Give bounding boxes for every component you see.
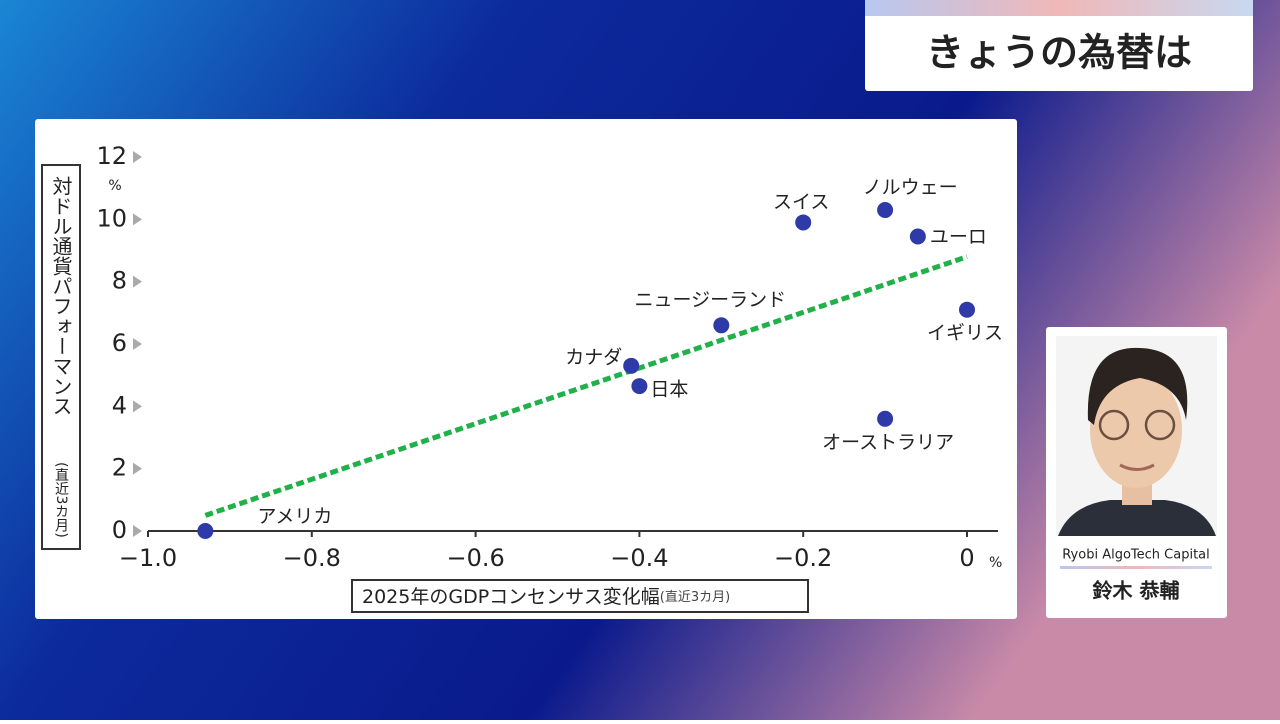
point-label: ノルウェー — [863, 176, 958, 198]
y-tick-mark — [133, 151, 142, 163]
trend-line — [204, 254, 968, 518]
point-label: アメリカ — [257, 506, 332, 528]
x-tick-label: −0.6 — [446, 544, 504, 572]
y-tick-mark — [133, 213, 142, 226]
point — [197, 523, 214, 539]
point — [795, 214, 812, 231]
x-axis-title-main: 2025年のGDPコンセンサス変化幅 — [362, 586, 660, 608]
point — [877, 410, 894, 427]
x-axis-note: (直近3カ月) — [660, 590, 730, 605]
point-label: スイス — [773, 191, 829, 213]
point — [909, 228, 926, 245]
point — [877, 201, 894, 218]
point — [631, 378, 648, 395]
y-unit: % — [108, 178, 121, 194]
guest-name: 鈴木 恭輔 — [1093, 579, 1180, 603]
x-tick-label: −0.8 — [283, 544, 341, 572]
x-label-box — [351, 579, 809, 613]
point-label: 日本 — [650, 379, 688, 401]
point-label: カナダ — [565, 346, 622, 368]
x-tick-label: −0.2 — [774, 544, 832, 572]
y-tick-label: 10 — [96, 204, 127, 232]
header-title: きょうの為替は — [926, 31, 1192, 75]
point-label: イギリス — [927, 322, 1003, 344]
y-tick-label: 0 — [112, 516, 127, 544]
y-tick-mark — [133, 400, 142, 413]
y-tick-label: 4 — [112, 391, 127, 419]
header-box — [865, 0, 1253, 91]
point — [623, 357, 640, 374]
y-tick-mark — [133, 462, 142, 475]
point-label: オーストラリア — [822, 431, 954, 453]
point-label: ユーロ — [930, 226, 987, 248]
y-tick-label: 2 — [112, 454, 127, 482]
y-tick-mark — [133, 525, 142, 537]
point — [959, 301, 975, 318]
point — [713, 317, 730, 334]
guest-divider — [1060, 566, 1212, 569]
y-axis-title: 対ドル通貨パフォーマンス — [49, 176, 73, 416]
y-tick-label: 6 — [112, 329, 127, 357]
guest-company: Ryobi AlgoTech Capital — [1062, 548, 1210, 563]
y-label-box — [41, 164, 81, 550]
x-tick-label: −0.4 — [610, 544, 668, 572]
y-tick-label: 12 — [96, 142, 127, 170]
point-label: ニュージーランド — [634, 289, 786, 311]
x-unit: % — [989, 555, 1002, 571]
y-axis-note: (直近3カ月) — [53, 462, 69, 538]
x-axis-title: 2025年のGDPコンセンサス変化幅(直近3カ月) — [362, 586, 730, 608]
guest-photo — [1056, 336, 1217, 536]
header-strip — [865, 0, 1253, 16]
y-tick-label: 8 — [112, 267, 127, 295]
chart-panel — [35, 119, 1017, 619]
x-tick-label: −1.0 — [119, 544, 177, 572]
x-tick-label: 0 — [959, 544, 974, 572]
y-tick-mark — [133, 338, 142, 350]
y-tick-mark — [133, 275, 142, 288]
